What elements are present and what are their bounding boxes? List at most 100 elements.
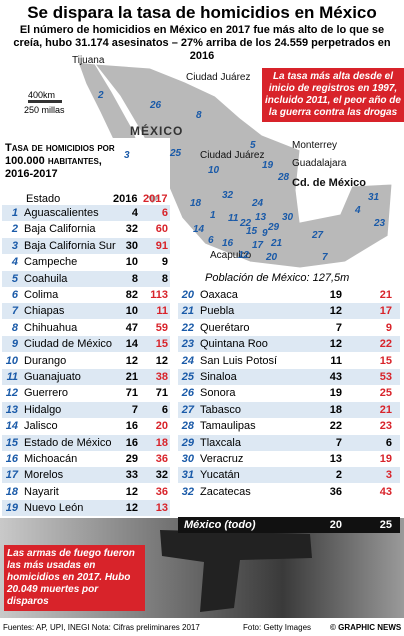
state-rank: 7: [11, 305, 18, 318]
table-row: 15 Estado de México 16 18: [2, 434, 170, 451]
value-2017: 36: [155, 485, 168, 498]
value-2017: 11: [156, 305, 168, 318]
city-label: Ciudad Juárez: [186, 72, 251, 83]
state-rank: 5: [11, 272, 18, 285]
mainland-shape: [93, 63, 393, 269]
value-2017: 21: [379, 289, 392, 301]
value-2017: 6: [385, 436, 392, 449]
table-row: 17 Morelos 33 32: [2, 467, 170, 484]
state-name: Veracruz: [200, 453, 244, 465]
value-2017: 6: [161, 403, 168, 416]
state-name: Zacatecas: [200, 485, 251, 498]
state-name: Nayarit: [24, 485, 59, 498]
table-row: 24 San Luis Potosí 11 15: [178, 352, 400, 369]
value-2016: 18: [329, 403, 342, 416]
state-rank: 14: [5, 420, 18, 433]
state-rank: 15: [5, 436, 18, 449]
table-row: 9 Ciudad de México 14 15: [2, 336, 170, 353]
state-rank: 9: [11, 338, 18, 351]
gun-shape: [160, 530, 312, 612]
state-number: 23: [374, 218, 386, 229]
scale-km: 400km: [28, 90, 56, 100]
value-2016: 16: [125, 420, 138, 433]
value-2017: 36: [155, 453, 168, 465]
state-number: 9: [262, 228, 268, 239]
state-number: 16: [222, 238, 234, 249]
value-2017: 18: [155, 436, 168, 449]
state-name: San Luis Potosí: [200, 354, 278, 367]
value-2016: 32: [125, 223, 138, 236]
value-2017: 8: [161, 272, 168, 285]
state-name: Estado de México: [24, 436, 112, 449]
value-2017: 15: [379, 354, 392, 367]
value-2016: 47: [125, 321, 138, 334]
table-row: 25 Sinaloa 43 53: [178, 369, 400, 385]
value-2016: 71: [125, 387, 138, 400]
state-rank: 2: [11, 223, 18, 236]
state-number: 10: [208, 165, 220, 176]
col-state: Estado: [26, 193, 61, 205]
state-number: 1: [210, 210, 216, 221]
state-name: Ciudad de México: [24, 338, 113, 351]
country-label: MÉXICO: [130, 124, 184, 138]
value-2017: 21: [379, 403, 392, 416]
table-heading: Tasa de homicidios por 100.000 habitante…: [5, 142, 115, 180]
state-rank: 22: [181, 321, 194, 334]
table-row: 3 Baja California Sur 30 91: [2, 237, 170, 254]
state-rank: 10: [5, 354, 18, 367]
table-row: 4 Campeche 10 9: [2, 254, 170, 271]
state-number: 32: [222, 190, 234, 201]
state-number: 18: [190, 198, 202, 209]
state-name: Quintana Roo: [200, 338, 268, 351]
sources: Fuentes: AP, UPI, INEGI Nota: Cifras pre…: [3, 623, 200, 632]
table-row: 18 Nayarit 12 36: [2, 483, 170, 500]
state-name: Morelos: [24, 469, 64, 482]
state-number: 3: [124, 150, 130, 161]
city-label: Tijuana: [72, 55, 105, 66]
table-row: 20 Oaxaca 19 21: [178, 287, 400, 303]
heading-bg: [0, 138, 170, 196]
state-name: Sonora: [200, 387, 236, 400]
value-2016: 12: [125, 354, 138, 367]
value-2016: 10: [125, 305, 138, 318]
state-rank: 32: [181, 485, 194, 498]
value-2016: 19: [329, 289, 342, 301]
value-2017: 60: [155, 223, 168, 236]
state-rank: 11: [6, 371, 18, 383]
table-row: 5 Coahuila 8 8: [2, 270, 170, 287]
state-number: 14: [193, 224, 205, 235]
value-2016: 43: [329, 371, 342, 383]
value-2016: 10: [125, 256, 138, 269]
callout: La tasa más alta desde el inicio de regi…: [262, 68, 404, 122]
state-rank: 16: [5, 453, 18, 465]
value-2016: 12: [125, 502, 138, 515]
state-number: 29: [268, 222, 280, 233]
value-2016: 82: [125, 289, 138, 301]
state-name: Michoacán: [24, 453, 78, 465]
value-2016: 11: [330, 354, 342, 367]
state-rank: 13: [5, 403, 18, 416]
state-number: 11: [228, 213, 239, 224]
state-number: 20: [266, 252, 278, 263]
value-2016: 8: [131, 272, 138, 285]
value-2017: 32: [155, 469, 168, 482]
table-row: 11 Guanajuato 21 38: [2, 369, 170, 385]
state-rank: 27: [181, 403, 194, 416]
state-name: Hidalgo: [24, 403, 62, 416]
state-number: 17: [252, 240, 264, 251]
state-name: Chihuahua: [24, 321, 78, 334]
value-2017: 6: [161, 207, 168, 219]
state-name: Tlaxcala: [200, 436, 241, 449]
state-number: 26: [150, 100, 162, 111]
table-row: 10 Durango 12 12: [2, 352, 170, 369]
value-2016: 13: [329, 453, 342, 465]
state-name: Guanajuato: [24, 371, 81, 383]
title: Se dispara la tasa de homicidios en Méxi…: [27, 3, 377, 22]
city-label: Acapulco: [210, 250, 252, 261]
state-rank: 24: [181, 354, 194, 367]
state-number: 25: [170, 148, 182, 159]
state-name: Colima: [24, 289, 59, 301]
state-name: Tabasco: [200, 403, 241, 416]
state-number: 8: [196, 110, 202, 121]
credit: © GRAPHIC NEWS: [330, 623, 402, 632]
